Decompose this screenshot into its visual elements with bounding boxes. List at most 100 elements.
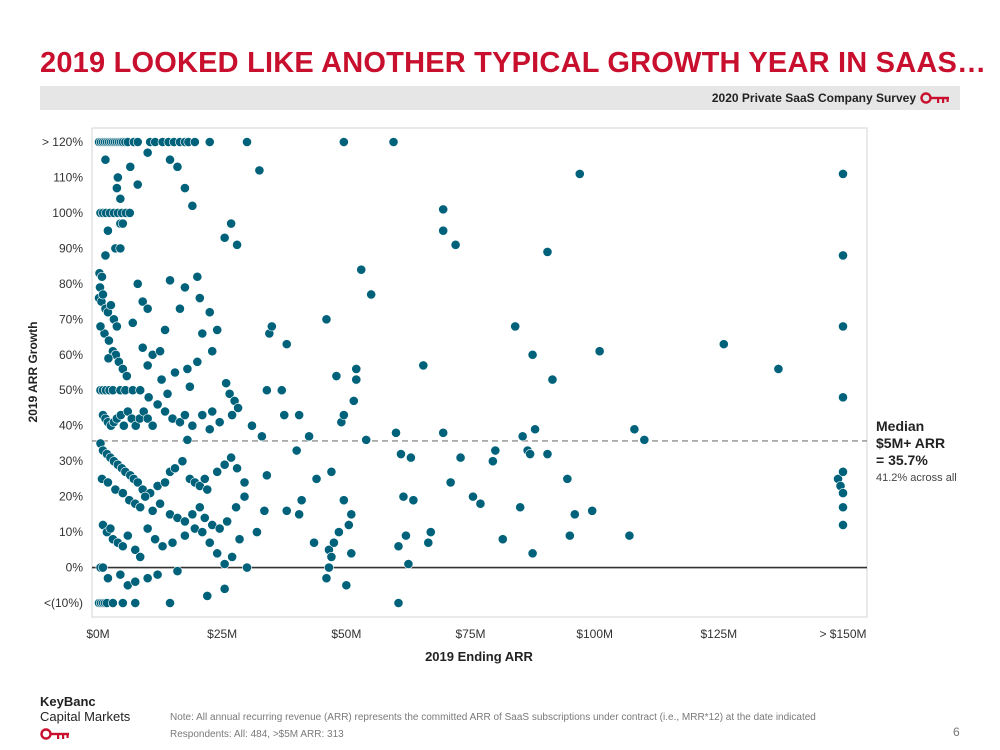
data-point <box>103 225 113 236</box>
data-point <box>242 137 252 147</box>
x-tick-labels: $0M $25M $50M $75M $100M $125M > $150M <box>86 627 866 641</box>
data-point <box>252 527 262 537</box>
data-point <box>165 275 175 286</box>
data-point <box>281 339 292 350</box>
data-point <box>438 427 449 438</box>
data-point <box>405 452 416 463</box>
data-point <box>624 530 635 541</box>
data-point <box>838 466 848 477</box>
plot-area-frame <box>91 127 868 618</box>
data-point <box>574 169 585 179</box>
data-point <box>204 137 215 147</box>
data-point <box>194 502 205 513</box>
page-number: 6 <box>953 725 960 739</box>
data-point <box>517 431 528 442</box>
y-tick-label: 40% <box>59 419 83 433</box>
data-point <box>838 169 848 179</box>
survey-label: 2020 Private SaaS Company Survey <box>711 91 916 105</box>
data-point <box>562 473 573 484</box>
data-point <box>142 573 153 584</box>
data-point <box>157 541 168 552</box>
data-point <box>97 271 107 282</box>
y-tick-label: <(10%) <box>44 596 83 610</box>
data-point <box>838 520 848 530</box>
data-point <box>594 346 605 357</box>
data-point <box>490 445 501 456</box>
data-point <box>242 562 252 573</box>
data-point <box>304 431 314 442</box>
data-point <box>180 282 190 293</box>
data-point <box>98 289 108 300</box>
data-point <box>112 172 123 183</box>
data-point <box>137 296 148 307</box>
data-point <box>192 356 203 367</box>
data-point <box>124 208 135 218</box>
data-point <box>425 527 436 537</box>
data-point <box>177 456 188 467</box>
data-point <box>105 523 116 534</box>
data-point <box>527 349 538 360</box>
data-point <box>197 410 208 420</box>
median-label-line3: = 35.7% <box>876 452 928 468</box>
data-point <box>115 243 126 254</box>
data-point <box>324 562 334 573</box>
data-point <box>204 424 215 435</box>
y-tick-label: 110% <box>53 170 83 184</box>
data-point <box>361 434 372 445</box>
data-point <box>115 569 126 580</box>
data-point <box>542 247 553 257</box>
data-point <box>167 537 178 548</box>
data-point <box>189 137 200 147</box>
page-title: 2019 LOOKED LIKE ANOTHER TYPICAL GROWTH … <box>40 47 987 79</box>
data-point <box>199 512 210 523</box>
data-point <box>207 346 218 357</box>
data-point <box>180 530 190 541</box>
data-point <box>239 491 250 502</box>
data-point <box>408 495 419 506</box>
data-point <box>187 509 198 520</box>
data-point <box>162 388 173 399</box>
data-point <box>232 239 242 250</box>
data-point <box>104 335 114 346</box>
data-point <box>276 385 287 396</box>
data-point <box>226 218 237 229</box>
x-tick-label: $0M <box>86 627 109 641</box>
data-point <box>147 420 158 431</box>
data-point <box>294 410 305 420</box>
y-tick-label: > 120% <box>42 135 83 149</box>
data-point <box>321 314 332 325</box>
data-point <box>142 147 153 158</box>
data-point <box>309 537 319 548</box>
median-annotation: Median $5M+ ARR = 35.7% <box>876 418 945 469</box>
data-point <box>117 541 128 552</box>
data-point <box>182 434 193 445</box>
data-point <box>132 137 143 147</box>
data-points <box>94 137 848 608</box>
y-tick-label: 70% <box>59 312 83 326</box>
data-point <box>398 491 409 502</box>
data-point <box>468 491 478 502</box>
data-point <box>142 523 153 534</box>
data-point <box>160 325 170 335</box>
data-point <box>180 410 190 420</box>
data-point <box>132 477 143 488</box>
data-point <box>202 591 213 601</box>
data-point <box>351 374 362 385</box>
data-point <box>212 466 223 477</box>
y-axis-label: 2019 ARR Growth <box>26 322 40 423</box>
y-tick-label: 80% <box>59 277 83 291</box>
data-point <box>100 250 111 261</box>
data-point <box>838 250 848 261</box>
data-point <box>321 573 332 584</box>
data-point <box>838 392 848 403</box>
data-point <box>326 466 337 477</box>
data-point <box>525 449 535 459</box>
data-point <box>135 552 146 562</box>
data-point <box>160 406 170 417</box>
data-point <box>172 566 183 576</box>
data-point <box>197 328 208 339</box>
data-point <box>130 544 141 555</box>
data-point <box>366 289 377 300</box>
data-point <box>130 598 141 608</box>
